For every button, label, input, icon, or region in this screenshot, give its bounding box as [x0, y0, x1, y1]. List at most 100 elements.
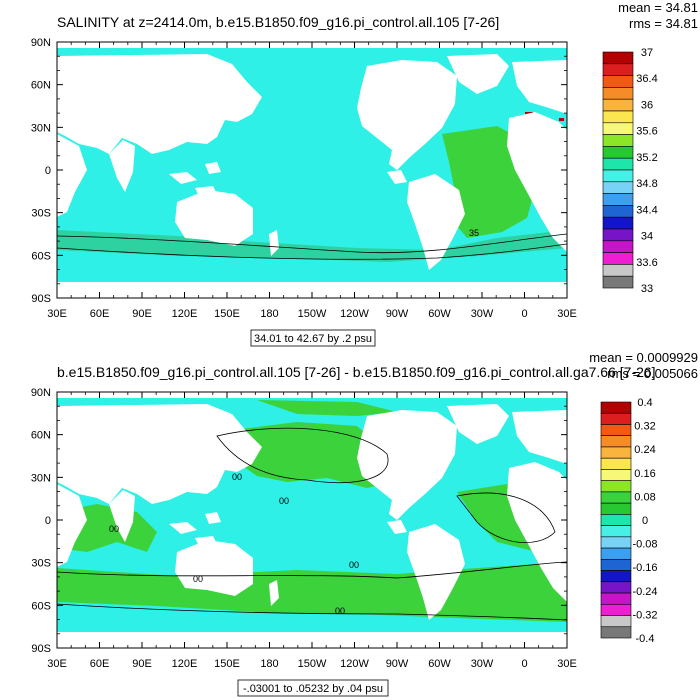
colorbar-swatch — [600, 603, 632, 616]
panel-2: b.e15.B1850.f09_g16.pi_control.all.105 [… — [31, 350, 698, 697]
x-tick-label: 30E — [47, 658, 67, 670]
colorbar-swatch — [600, 480, 632, 493]
panel-1-colorbar: 37 36.4 36 35.6 35.2 34.8 34.4 34 33.6 33 — [602, 47, 658, 295]
colorbar-swatch — [602, 169, 634, 183]
colorbar-swatch — [600, 514, 632, 526]
panel-1-range-box — [250, 329, 376, 347]
x-tick-label: 120W — [340, 658, 369, 670]
panel-1: SALINITY at z=2414.0m, b.e15.B1850.f09_g… — [31, 0, 698, 347]
colorbar-label: 34.8 — [636, 178, 657, 190]
colorbar-swatch — [602, 193, 634, 206]
colorbar-swatch — [602, 264, 634, 277]
colorbar-swatch — [600, 435, 632, 448]
colorbar-swatch — [600, 615, 632, 628]
panel-2-contour-label: 00 — [279, 496, 289, 506]
colorbar-swatch — [600, 581, 632, 594]
colorbar-label: -0.08 — [632, 539, 657, 551]
x-tick-label: 0 — [521, 308, 527, 320]
colorbar-label: 34 — [641, 231, 653, 243]
y-tick-label: 0 — [45, 165, 51, 177]
colorbar-swatch — [602, 216, 634, 230]
colorbar-swatch — [600, 412, 632, 425]
x-tick-label: 120W — [340, 308, 369, 320]
x-tick-label: 90E — [132, 308, 152, 320]
panel-1-contour-line — [57, 243, 567, 260]
panel-2-map: 00 00 00 00 00 00 — [57, 392, 567, 648]
colorbar-swatch — [602, 157, 634, 171]
y-tick-label: 90N — [31, 387, 51, 399]
colorbar-swatch — [600, 401, 632, 414]
x-tick-label: 150W — [298, 308, 327, 320]
panel-1-contour-line — [57, 233, 567, 254]
panel-1-axes: 30E 60E 90E 120E 150E 180 150W 120W 90W 60W 30W 0 30… — [31, 37, 577, 320]
panel-2-contour-line — [57, 561, 567, 579]
panel-1-contour-label: 35 — [469, 228, 479, 238]
x-tick-label: 120E — [172, 658, 198, 670]
colorbar-swatch — [602, 122, 634, 135]
panel-2-rms: rms = 0.005066 — [607, 366, 698, 381]
colorbar-swatch — [600, 525, 632, 538]
panel-2-range-label: -.03001 to .05232 by .04 psu — [243, 683, 383, 695]
colorbar-label: 35.2 — [636, 152, 657, 164]
colorbar-swatch — [602, 75, 634, 88]
colorbar-label: 34.4 — [636, 204, 657, 216]
colorbar-label: 0.32 — [634, 421, 655, 433]
y-tick-label: 30S — [31, 208, 51, 220]
x-tick-label: 30E — [47, 308, 67, 320]
x-tick-label: 150E — [214, 658, 240, 670]
y-tick-label: 60N — [31, 80, 51, 92]
x-tick-label: 90W — [386, 308, 409, 320]
panel-2-axes: 30E 60E 90E 120E 150E 180 150W 120W 90W 60W 30W 0 30… — [31, 387, 577, 670]
colorbar-label: 0.16 — [634, 468, 655, 480]
colorbar-label: 0.08 — [634, 491, 655, 503]
colorbar-label: 35.6 — [636, 126, 657, 138]
panel-2-contour-label: 00 — [109, 524, 119, 534]
y-tick-label: 30N — [31, 472, 51, 484]
colorbar-label: 33 — [641, 283, 653, 295]
panel-2-mean: mean = 0.0009929 — [589, 350, 698, 365]
colorbar-swatch — [600, 536, 632, 549]
panel-2-contour-label: 00 — [232, 472, 242, 482]
panel-2-positive-zone — [217, 422, 393, 488]
panel-2-colorbar: 0.4 0.32 0.24 0.16 0.08 0 -0.08 -0.16 -0.24 -0.32… — [600, 397, 658, 645]
y-tick-label: 0 — [45, 515, 51, 527]
panel-2-contour-label: 00 — [193, 574, 203, 584]
y-tick-label: 90S — [31, 293, 51, 305]
panel-2-contour-label: 00 — [349, 560, 359, 570]
colorbar-label: 33.6 — [636, 257, 657, 269]
colorbar-swatch — [600, 457, 632, 470]
y-tick-label: 30S — [31, 558, 51, 570]
y-tick-label: 30N — [31, 122, 51, 134]
x-tick-label: 30W — [471, 658, 494, 670]
y-tick-label: 60S — [31, 250, 51, 262]
x-tick-label: 60W — [428, 658, 451, 670]
colorbar-label: -0.16 — [632, 562, 657, 574]
colorbar-swatch — [602, 252, 634, 265]
colorbar-label: 36 — [641, 99, 653, 111]
x-tick-label: 120E — [172, 308, 198, 320]
colorbar-swatch — [600, 469, 632, 481]
colorbar-swatch — [602, 110, 634, 124]
colorbar-swatch — [600, 424, 632, 437]
panel-2-contour-line — [57, 603, 567, 621]
panel-1-med-spot — [559, 118, 564, 121]
panel-2-contour-line — [456, 492, 556, 543]
panel-1-title: SALINITY at z=2414.0m, b.e15.B1850.f09_g… — [57, 14, 499, 30]
x-tick-label: 180 — [260, 658, 278, 670]
colorbar-swatch — [602, 98, 634, 112]
x-tick-label: 30E — [557, 308, 577, 320]
panel-1-range-label: 34.01 to 42.67 by .2 psu — [254, 333, 372, 345]
x-tick-label: 60W — [428, 308, 451, 320]
x-tick-label: 150W — [298, 658, 327, 670]
y-tick-label: 90S — [31, 643, 51, 655]
colorbar-swatch — [602, 228, 634, 242]
colorbar-swatch — [602, 146, 634, 159]
panel-1-map: 35 — [57, 42, 567, 298]
colorbar-swatch — [602, 51, 634, 65]
panel-1-mean: mean = 34.81 — [618, 0, 698, 15]
colorbar-label: -0.4 — [636, 633, 655, 645]
x-tick-label: 30W — [471, 308, 494, 320]
colorbar-swatch — [602, 205, 634, 218]
x-tick-label: 60E — [90, 658, 110, 670]
colorbar-label: 37 — [641, 47, 653, 59]
